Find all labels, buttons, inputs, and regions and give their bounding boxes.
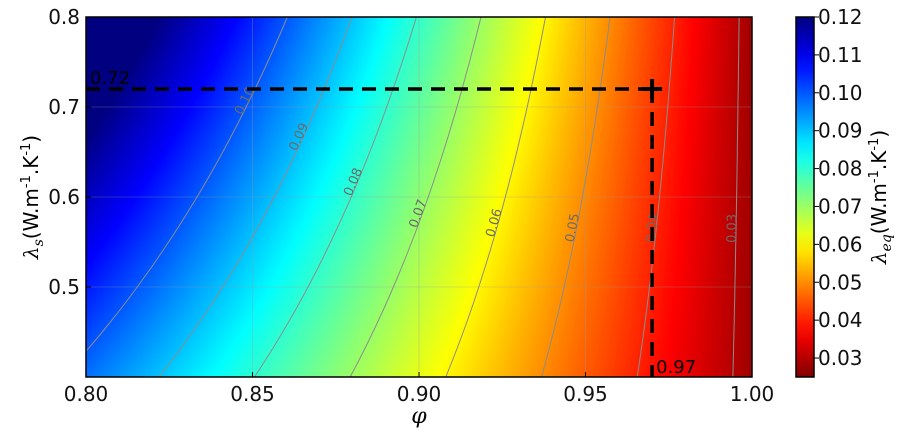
y-label-exp2: -1 [19,143,34,156]
contour-line-0.10 [86,17,288,353]
plot-area: 0.100.090.080.070.060.050.040.03 0.720.9… [85,16,753,378]
contour-line-0.03 [732,17,740,377]
colorbar-tick-label-4: 0.08 [818,157,863,181]
svg-text:λs(W.m-1.K-1): λs(W.m-1.K-1) [19,135,47,260]
colorbar-tick-label-6: 0.06 [818,232,863,256]
y-label-close: ) [19,135,43,143]
colorbar-tick-label-8: 0.04 [818,308,863,332]
cb-label-sub: eq [879,234,895,251]
colorbar-tick-label-0: 0.12 [818,5,863,29]
y-tick-label-0: 0.5 [48,275,80,299]
colorbar-tick-label-1: 0.11 [818,43,863,67]
x-tick-label-3: 0.95 [563,382,608,406]
marker-point [642,79,663,99]
cb-label-mid: .K [867,150,891,170]
contour-line-0.08 [253,17,417,377]
colorbar-tick-label-7: 0.05 [818,270,863,294]
contour-line-0.05 [541,17,611,377]
colorbar-tick-label-3: 0.09 [818,119,863,143]
y-tick-label-3: 0.8 [48,5,80,29]
colorbar-gradient [796,17,814,377]
y-label-sub: s [31,239,47,246]
x-tick-label-1: 0.85 [230,382,275,406]
marker-y-label: 0.72 [90,68,130,89]
marker-x-label: 0.97 [656,357,696,378]
contour-line-0.07 [349,17,482,377]
contour-label-0.05: 0.05 [563,212,583,243]
cb-label-exp1: -1 [867,170,882,183]
contour-label-0.06: 0.06 [483,207,505,239]
colorbar: 0.12 0.11 0.10 0.09 0.08 0.07 0.06 0.05 0.04 0.03… [795,5,895,378]
y-label-exp1: -1 [19,175,34,188]
y-label-unit: (W.m [19,188,43,239]
y-axis-ticks: 0.5 0.6 0.7 0.8 [48,5,91,299]
marker-annotation: 0.72 0.97 [86,68,696,378]
colorbar-frame [795,16,815,378]
x-tick-label-2: 0.90 [397,382,442,406]
cb-label-unit: (W.m [867,183,891,234]
x-tick-label-0: 0.80 [64,382,109,406]
y-tick-label-1: 0.6 [48,185,80,209]
x-axis-label: φ [411,404,427,429]
contour-line-0.04 [636,17,676,377]
colorbar-ticks: 0.12 0.11 0.10 0.09 0.08 0.07 0.06 0.05 0.04 0.03 [814,5,863,370]
grid-lines [86,17,752,377]
contour-line-0.06 [445,17,546,377]
y-tick-label-2: 0.7 [48,95,80,119]
y-label-mid: .K [19,155,43,175]
contour-label-0.03: 0.03 [725,214,741,243]
x-axis-ticks: 0.80 0.85 0.90 0.95 1.00 [64,372,775,406]
x-tick-label-4: 1.00 [730,382,775,406]
y-label-symbol: λ [19,246,43,260]
cb-label-exp2: -1 [867,138,882,151]
y-axis-label: λs(W.m-1.K-1) [19,135,47,260]
svg-text:λeq(W.m-1.K-1): λeq(W.m-1.K-1) [867,130,895,265]
cb-label-close: ) [867,130,891,138]
colorbar-label: λeq(W.m-1.K-1) [867,130,895,265]
colorbar-tick-label-2: 0.10 [818,81,863,105]
contour-line-0.09 [158,17,353,377]
colorbar-tick-label-9: 0.03 [818,346,863,370]
colorbar-tick-label-5: 0.07 [818,194,863,218]
cb-label-symbol: λ [867,251,891,265]
